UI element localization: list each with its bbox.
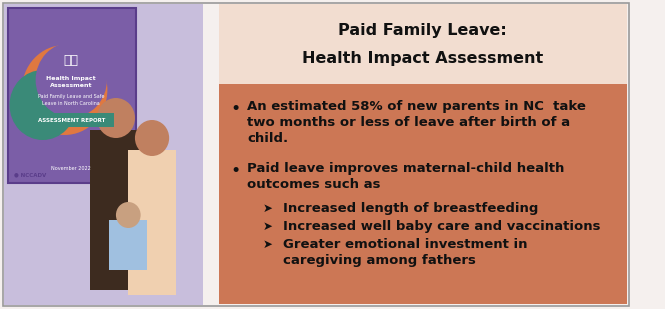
Text: Greater emotional investment in: Greater emotional investment in — [283, 238, 528, 251]
Ellipse shape — [36, 43, 107, 117]
Ellipse shape — [9, 70, 76, 140]
Text: Increased length of breastfeeding: Increased length of breastfeeding — [283, 202, 539, 215]
Bar — [219, 4, 627, 84]
Text: Paid Family Leave:: Paid Family Leave: — [338, 23, 507, 37]
Text: •: • — [230, 100, 240, 118]
Text: caregiving among fathers: caregiving among fathers — [283, 254, 476, 267]
Text: Health Impact Assessment: Health Impact Assessment — [302, 50, 543, 66]
Text: child.: child. — [247, 132, 288, 145]
Circle shape — [116, 202, 140, 228]
Text: •: • — [230, 162, 240, 180]
Text: ● NCCADV: ● NCCADV — [14, 172, 47, 177]
Circle shape — [135, 120, 169, 156]
Circle shape — [97, 98, 135, 138]
Ellipse shape — [22, 45, 107, 135]
Text: Health Impact
Assessment: Health Impact Assessment — [47, 76, 96, 87]
Text: ➤: ➤ — [262, 202, 272, 215]
Text: outcomes such as: outcomes such as — [247, 178, 380, 191]
Bar — [128, 150, 176, 295]
Bar — [4, 4, 203, 305]
Bar — [109, 220, 147, 270]
Bar — [90, 130, 142, 290]
Text: ➤: ➤ — [262, 238, 272, 251]
Text: two months or less of leave after birth of a: two months or less of leave after birth … — [247, 116, 570, 129]
Bar — [219, 84, 627, 304]
Text: ⛹⛹: ⛹⛹ — [64, 53, 78, 66]
Text: November 2022: November 2022 — [51, 166, 91, 171]
Text: ASSESSMENT REPORT: ASSESSMENT REPORT — [38, 117, 105, 122]
Text: Increased well baby care and vaccinations: Increased well baby care and vaccination… — [283, 220, 600, 233]
Text: ➤: ➤ — [262, 220, 272, 233]
Text: An estimated 58% of new parents in NC  take: An estimated 58% of new parents in NC ta… — [247, 100, 586, 113]
Bar — [7, 8, 136, 183]
Text: Paid leave improves maternal-child health: Paid leave improves maternal-child healt… — [247, 162, 565, 175]
Text: Paid Family Leave and Safe
Leave in North Carolina: Paid Family Leave and Safe Leave in Nort… — [38, 95, 104, 106]
Bar — [29, 113, 114, 127]
